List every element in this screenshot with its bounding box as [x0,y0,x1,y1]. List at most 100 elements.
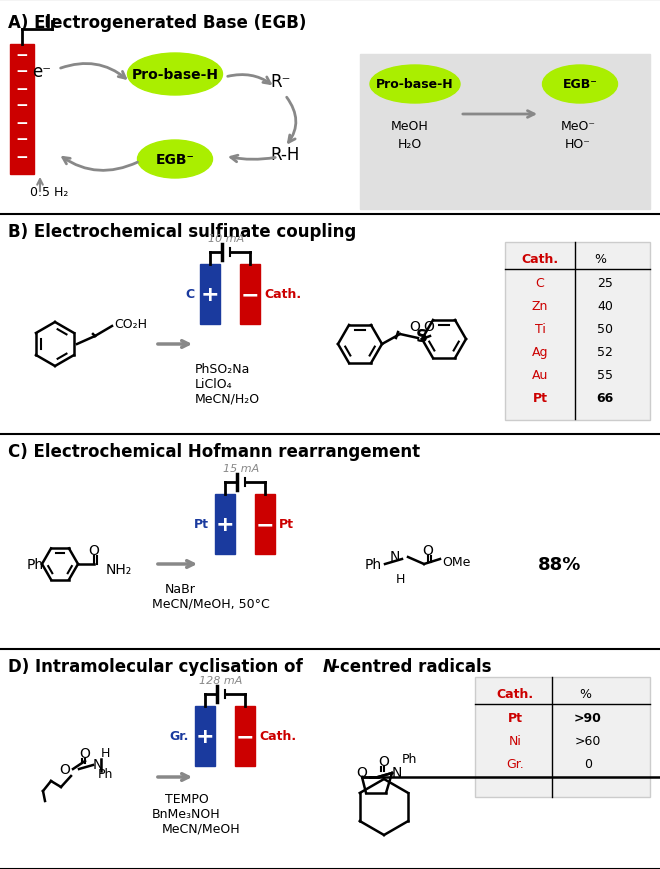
Text: −: − [16,64,28,79]
Text: H: H [395,573,405,586]
FancyBboxPatch shape [475,677,650,797]
Text: O: O [379,754,389,768]
FancyBboxPatch shape [10,45,34,175]
Text: O: O [80,746,90,760]
Text: Au: Au [532,368,548,381]
Text: 25: 25 [597,276,613,289]
Text: TEMPO: TEMPO [165,792,209,805]
Text: O: O [356,765,368,779]
Text: 50: 50 [597,322,613,335]
Text: O: O [424,320,434,334]
Text: Cath.: Cath. [496,687,533,700]
Text: Pt: Pt [194,518,209,531]
Text: C) Electrochemical Hofmann rearrangement: C) Electrochemical Hofmann rearrangement [8,442,420,461]
Text: %: % [579,687,591,700]
Text: +: + [201,285,219,305]
Text: Cath.: Cath. [521,253,558,266]
Text: -centred radicals: -centred radicals [333,657,492,675]
Text: >90: >90 [574,711,602,724]
Text: R⁻: R⁻ [270,73,290,91]
Text: N: N [392,765,403,779]
Text: 15 mA: 15 mA [223,463,259,474]
Text: Ni: Ni [509,734,521,747]
Text: Pt: Pt [508,711,523,724]
Text: EGB⁻: EGB⁻ [562,78,597,91]
Ellipse shape [370,66,460,104]
Ellipse shape [127,54,222,96]
Text: 55: 55 [597,368,613,381]
Text: MeCN/H₂O: MeCN/H₂O [195,393,260,406]
Text: R-H: R-H [270,146,300,164]
Text: H₂O: H₂O [398,138,422,151]
Text: N: N [323,657,337,675]
Text: −: − [16,132,28,148]
Text: 0.5 H₂: 0.5 H₂ [30,186,69,199]
Text: Ph: Ph [97,767,113,780]
Text: O: O [410,320,420,334]
Text: CO₂H: CO₂H [114,318,147,331]
Text: BnMe₃NOH: BnMe₃NOH [152,807,220,820]
Text: Zn: Zn [532,300,548,313]
Text: O: O [88,543,100,557]
Text: 52: 52 [597,346,613,359]
FancyBboxPatch shape [240,265,260,325]
Text: e⁻: e⁻ [32,63,51,81]
Text: HO⁻: HO⁻ [565,138,591,151]
Text: 66: 66 [597,392,614,405]
Text: %: % [594,253,606,266]
Text: 88%: 88% [539,555,581,574]
Text: −: − [255,514,275,534]
Text: −: − [16,116,28,130]
FancyBboxPatch shape [235,706,255,766]
Text: Ag: Ag [532,346,548,359]
Text: Pt: Pt [279,518,294,531]
FancyBboxPatch shape [255,494,275,554]
Text: 128 mA: 128 mA [199,675,243,686]
Text: Gr.: Gr. [506,757,524,770]
Ellipse shape [543,66,618,104]
Text: +: + [195,726,214,746]
Text: N: N [93,757,104,771]
Text: −: − [236,726,254,746]
Text: C: C [185,289,194,302]
Ellipse shape [137,141,213,179]
Text: H: H [100,746,110,760]
Text: Cath.: Cath. [264,289,301,302]
Text: Gr.: Gr. [170,730,189,743]
Text: +: + [216,514,234,534]
Text: D) Intramolecular cyclisation of: D) Intramolecular cyclisation of [8,657,308,675]
FancyBboxPatch shape [195,706,215,766]
Text: EGB⁻: EGB⁻ [156,153,195,167]
Text: MeO⁻: MeO⁻ [560,120,595,133]
Text: Ph: Ph [365,557,382,571]
Text: MeOH: MeOH [391,120,429,133]
Text: PhSO₂Na: PhSO₂Na [195,362,250,375]
Text: −: − [241,285,259,305]
Text: MeCN/MeOH: MeCN/MeOH [162,822,241,835]
Text: S: S [416,328,428,346]
Text: C: C [536,276,544,289]
Text: 40: 40 [597,300,613,313]
Text: Pro-base-H: Pro-base-H [131,68,218,82]
FancyBboxPatch shape [505,242,650,421]
Text: Ph: Ph [27,557,44,571]
Text: −: − [16,48,28,63]
Text: −: − [16,149,28,164]
Text: −: − [16,82,28,96]
Text: O: O [422,543,434,557]
Text: Cath.: Cath. [259,730,296,743]
Text: 10 mA: 10 mA [208,234,244,243]
Text: −: − [16,98,28,113]
FancyBboxPatch shape [200,265,220,325]
Text: A) Electrogenerated Base (EGB): A) Electrogenerated Base (EGB) [8,14,306,32]
Text: MeCN/MeOH, 50°C: MeCN/MeOH, 50°C [152,597,270,610]
FancyBboxPatch shape [215,494,235,554]
Text: B) Electrochemical sulfinate coupling: B) Electrochemical sulfinate coupling [8,222,356,241]
Text: Ph: Ph [402,753,417,766]
Text: NH₂: NH₂ [106,562,132,576]
FancyBboxPatch shape [360,55,650,209]
Text: LiClO₄: LiClO₄ [195,377,232,390]
Text: Pt: Pt [533,392,548,405]
Text: OMe: OMe [442,556,471,569]
Text: O: O [59,762,71,776]
